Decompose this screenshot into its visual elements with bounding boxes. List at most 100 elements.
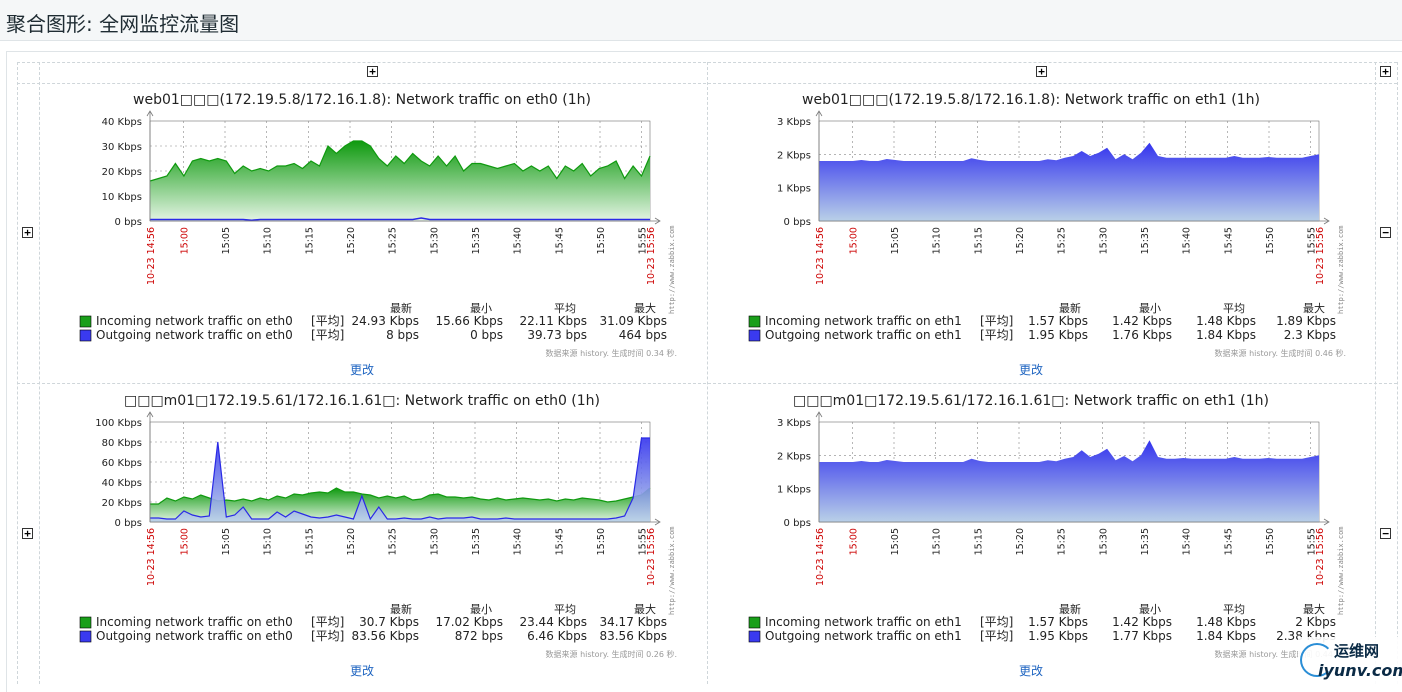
incoming-series-line <box>150 487 651 505</box>
change-link[interactable]: 更改 <box>349 664 374 678</box>
add-column-plus-icon[interactable]: + <box>1380 66 1391 77</box>
graph-cell: □□□m01□172.19.5.61/172.16.1.61□: Network… <box>17 385 707 685</box>
legend-value: 6.46 Kbps <box>527 629 587 643</box>
incoming-series-area <box>150 141 650 221</box>
legend-header: 平均 <box>554 302 576 315</box>
legend-func: [平均] <box>311 328 344 342</box>
x-tick-label: 15:35 <box>1140 528 1151 555</box>
x-tick-label: 15:30 <box>429 227 440 254</box>
change-link[interactable]: 更改 <box>1018 664 1043 678</box>
x-tick-label: 15:50 <box>1265 528 1276 555</box>
x-tick-label: 15:15 <box>973 227 984 254</box>
x-tick-label: 15:40 <box>513 528 524 555</box>
zabbix-url-text: http://www.zabbix.com <box>668 225 676 314</box>
legend-value: 0 bps <box>470 328 503 342</box>
y-tick-label: 100 Kbps <box>95 418 142 429</box>
legend-value: 1.95 Kbps <box>1028 629 1088 643</box>
legend-header: 最新 <box>390 301 412 315</box>
graph-title: web01□□□(172.19.5.8/172.16.1.8): Network… <box>133 92 591 108</box>
legend-value: 1.57 Kbps <box>1028 314 1088 328</box>
y-tick-label: 0 bps <box>115 518 142 529</box>
x-tick-label: 15:20 <box>1015 227 1026 254</box>
legend-value: 30.7 Kbps <box>359 615 419 629</box>
add-row-plus-icon[interactable]: + <box>367 66 378 77</box>
y-tick-label: 80 Kbps <box>102 438 142 449</box>
legend-value: 39.73 bps <box>527 328 587 342</box>
x-tick-label: 15:25 <box>1057 227 1068 254</box>
y-axis-arrow <box>146 110 154 117</box>
y-tick-label: 2 Kbps <box>777 150 811 161</box>
graph-title: □□□m01□172.19.5.61/172.16.1.61□: Network… <box>792 393 1270 409</box>
y-tick-label: 1 Kbps <box>777 184 811 195</box>
page-header: 聚合图形: 全网监控流量图 <box>0 0 1402 41</box>
y-tick-label: 2 Kbps <box>777 451 811 462</box>
x-tick-label: 15:30 <box>1098 528 1109 555</box>
legend-value: 31.09 Kbps <box>599 314 667 328</box>
y-tick-label: 3 Kbps <box>777 418 811 429</box>
legend-label: Incoming network traffic on eth0 <box>96 314 293 328</box>
x-tick-label: 15:10 <box>263 528 274 555</box>
x-tick-label: 15:30 <box>1098 227 1109 254</box>
legend-value: 1.84 Kbps <box>1196 629 1256 643</box>
legend-func: [平均] <box>311 314 344 328</box>
x-tick-label: 15:25 <box>1057 528 1068 555</box>
legend-header: 最新 <box>390 602 412 616</box>
x-axis-arrow <box>1323 217 1330 225</box>
legend-header: 平均 <box>1223 603 1245 616</box>
grid-divider <box>17 383 1397 384</box>
outgoing-series-area <box>819 142 1319 221</box>
x-tick-label: 15:35 <box>1140 227 1151 254</box>
x-tick-label: 15:50 <box>596 227 607 254</box>
outgoing-series-line <box>150 217 650 222</box>
legend-header: 最小 <box>1139 603 1161 616</box>
legend-label: Incoming network traffic on eth0 <box>96 615 293 629</box>
change-link[interactable]: 更改 <box>1018 363 1043 377</box>
legend-label: Outgoing network traffic on eth1 <box>765 328 962 342</box>
x-tick-label: 15:55 <box>1307 528 1318 555</box>
add-row-plus-icon[interactable]: + <box>1036 66 1047 77</box>
y-tick-label: 0 bps <box>784 217 811 228</box>
legend-value: 1.84 Kbps <box>1196 328 1256 342</box>
traffic-chart[interactable]: 100 Kbps 80 Kbps 60 Kbps 40 Kbps 20 Kbps 0 bp… <box>17 385 707 685</box>
legend-value: 83.56 Kbps <box>351 629 419 643</box>
graph-cell: □□□m01□172.19.5.61/172.16.1.61□: Network… <box>686 385 1376 685</box>
traffic-chart[interactable]: 3 Kbps 2 Kbps 1 Kbps 0 bps 15:00 15:05 15:10 15… <box>686 385 1376 685</box>
grid-divider <box>17 62 1397 63</box>
legend-swatch <box>79 616 92 629</box>
remove-row-minus-icon[interactable]: − <box>1380 528 1391 539</box>
legend-func: [平均] <box>980 314 1013 328</box>
x-tick-label: 15:25 <box>388 227 399 254</box>
remove-row-minus-icon[interactable]: − <box>1380 227 1391 238</box>
x-tick-label: 15:15 <box>304 528 315 555</box>
x-tick-label: 15:45 <box>1223 528 1234 555</box>
y-tick-label: 40 Kbps <box>102 478 142 489</box>
render-time-note: 数据来源 history. 生成时间 0.34 秒. <box>546 348 677 358</box>
x-tick-label: 15:55 <box>638 227 649 254</box>
y-tick-label: 1 Kbps <box>777 485 811 496</box>
legend-value: 8 bps <box>386 328 419 342</box>
legend-value: 1.89 Kbps <box>1276 314 1336 328</box>
time-range-label: 10-23 14:56 <box>815 528 826 586</box>
time-range-label: 10-23 14:56 <box>146 227 157 285</box>
change-link[interactable]: 更改 <box>349 363 374 377</box>
traffic-chart[interactable]: 40 Kbps 30 Kbps 20 Kbps 10 Kbps 0 bps 15:00 15… <box>17 84 707 384</box>
x-tick-label: 15:40 <box>1182 528 1193 555</box>
legend-header: 最大 <box>634 301 656 315</box>
legend-header: 最大 <box>1303 602 1325 616</box>
y-axis-arrow <box>815 411 823 418</box>
legend-header: 最小 <box>470 302 492 315</box>
x-tick-label: 15:15 <box>973 528 984 555</box>
time-range-label: 10-23 14:56 <box>146 528 157 586</box>
legend-swatch <box>748 315 761 328</box>
render-time-note: 数据来源 history. 生成时间 0.44 秒. <box>1215 649 1346 659</box>
add-column-plus-icon[interactable]: + <box>22 528 33 539</box>
traffic-chart[interactable]: 3 Kbps 2 Kbps 1 Kbps 0 bps 15:00 15:05 15:10 15… <box>686 84 1376 384</box>
legend-header: 平均 <box>554 603 576 616</box>
zabbix-url-text: http://www.zabbix.com <box>1337 526 1345 615</box>
x-tick-label: 15:30 <box>429 528 440 555</box>
x-tick-label: 15:40 <box>513 227 524 254</box>
add-column-plus-icon[interactable]: + <box>22 227 33 238</box>
x-axis-arrow <box>1323 518 1330 526</box>
grid-divider <box>39 62 40 684</box>
x-tick-label: 15:10 <box>932 528 943 555</box>
